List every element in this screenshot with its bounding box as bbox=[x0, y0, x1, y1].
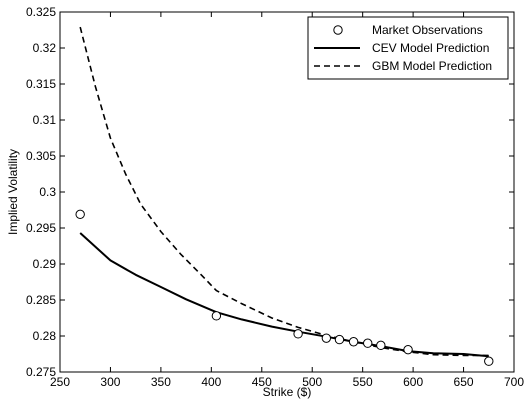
market-observation-point bbox=[363, 338, 373, 348]
y-tick-label: 0.32 bbox=[33, 41, 57, 55]
market-observation-point bbox=[348, 337, 359, 347]
market-observation-point bbox=[403, 344, 413, 355]
x-tick-label: 300 bbox=[100, 375, 120, 389]
legend-label-gbm-model: GBM Model Prediction bbox=[372, 59, 492, 73]
y-tick-label: 0.325 bbox=[26, 5, 56, 19]
x-tick-label: 700 bbox=[504, 375, 524, 389]
legend-item-cev-model: CEV Model Prediction bbox=[314, 41, 489, 55]
y-tick-label: 0.275 bbox=[26, 365, 56, 379]
plot-area bbox=[75, 26, 494, 366]
y-tick-label: 0.29 bbox=[33, 257, 57, 271]
market-observation-point bbox=[293, 329, 303, 339]
legend-item-market-observations: Market Observations bbox=[333, 23, 483, 37]
x-tick-label: 400 bbox=[201, 375, 221, 389]
legend-label-market-observations: Market Observations bbox=[372, 23, 483, 37]
x-tick-label: 600 bbox=[403, 375, 423, 389]
y-tick-label: 0.28 bbox=[33, 329, 57, 343]
x-tick-label: 250 bbox=[50, 375, 70, 389]
y-tick-label: 0.31 bbox=[33, 113, 57, 127]
market-observation-point bbox=[334, 334, 345, 345]
x-tick-label: 450 bbox=[252, 375, 272, 389]
y-axis-title: Implied Volatility bbox=[6, 149, 20, 235]
y-tick-label: 0.3 bbox=[39, 185, 56, 199]
market-observation-point bbox=[75, 209, 85, 220]
x-tick-label: 650 bbox=[454, 375, 474, 389]
x-axis-title: Strike ($) bbox=[263, 385, 312, 399]
cev-model-line bbox=[79, 232, 489, 358]
legend-marker-circle bbox=[333, 25, 343, 35]
y-tick-label: 0.295 bbox=[26, 221, 56, 235]
y-tick-label: 0.305 bbox=[26, 149, 56, 163]
x-tick-label: 500 bbox=[302, 375, 322, 389]
x-tick-label: 350 bbox=[151, 375, 171, 389]
y-tick-label: 0.315 bbox=[26, 77, 56, 91]
x-tick-label: 550 bbox=[353, 375, 373, 389]
market-observation-point bbox=[321, 333, 332, 343]
legend-label-cev-model: CEV Model Prediction bbox=[372, 41, 489, 55]
y-tick-label: 0.285 bbox=[26, 293, 56, 307]
axes: 250 300 350 400 450 500 550 600 650 700 0.275 0.28 0… bbox=[26, 5, 524, 389]
market-observation-point bbox=[376, 340, 386, 351]
market-observation-point bbox=[484, 356, 494, 366]
legend: Market Observations CEV Model Prediction… bbox=[307, 16, 509, 80]
market-observation-point bbox=[211, 311, 222, 321]
legend-item-gbm-model: GBM Model Prediction bbox=[314, 59, 492, 73]
